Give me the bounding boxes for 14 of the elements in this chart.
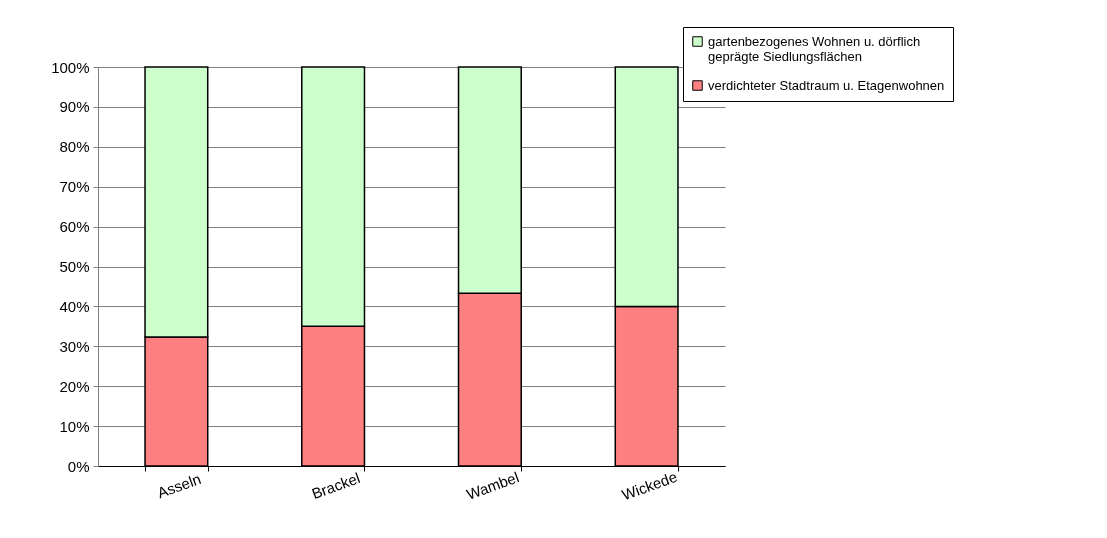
y-tick-label: 50% xyxy=(59,258,90,275)
y-tick-label: 90% xyxy=(59,98,90,116)
y-tick-label: 30% xyxy=(59,337,90,355)
y-tick-label: 20% xyxy=(59,377,90,395)
legend-label: gartenbezogenes Wohnen u. dörflich geprägte Siedlungsflächen xyxy=(708,33,921,64)
y-tick-label: 10% xyxy=(59,417,90,435)
y-tick-label: 0% xyxy=(67,457,90,475)
y-tick-label: 70% xyxy=(59,178,90,196)
y-tick-label: 60% xyxy=(59,218,90,236)
x-tick-label: Asseln xyxy=(155,469,204,502)
y-tick-label: 100% xyxy=(51,58,90,76)
y-tick-label: 40% xyxy=(59,297,90,315)
y-tick-label: 80% xyxy=(59,138,90,156)
legend-label: verdichteter Stadtraum u. Etagenwohnen xyxy=(708,77,945,93)
